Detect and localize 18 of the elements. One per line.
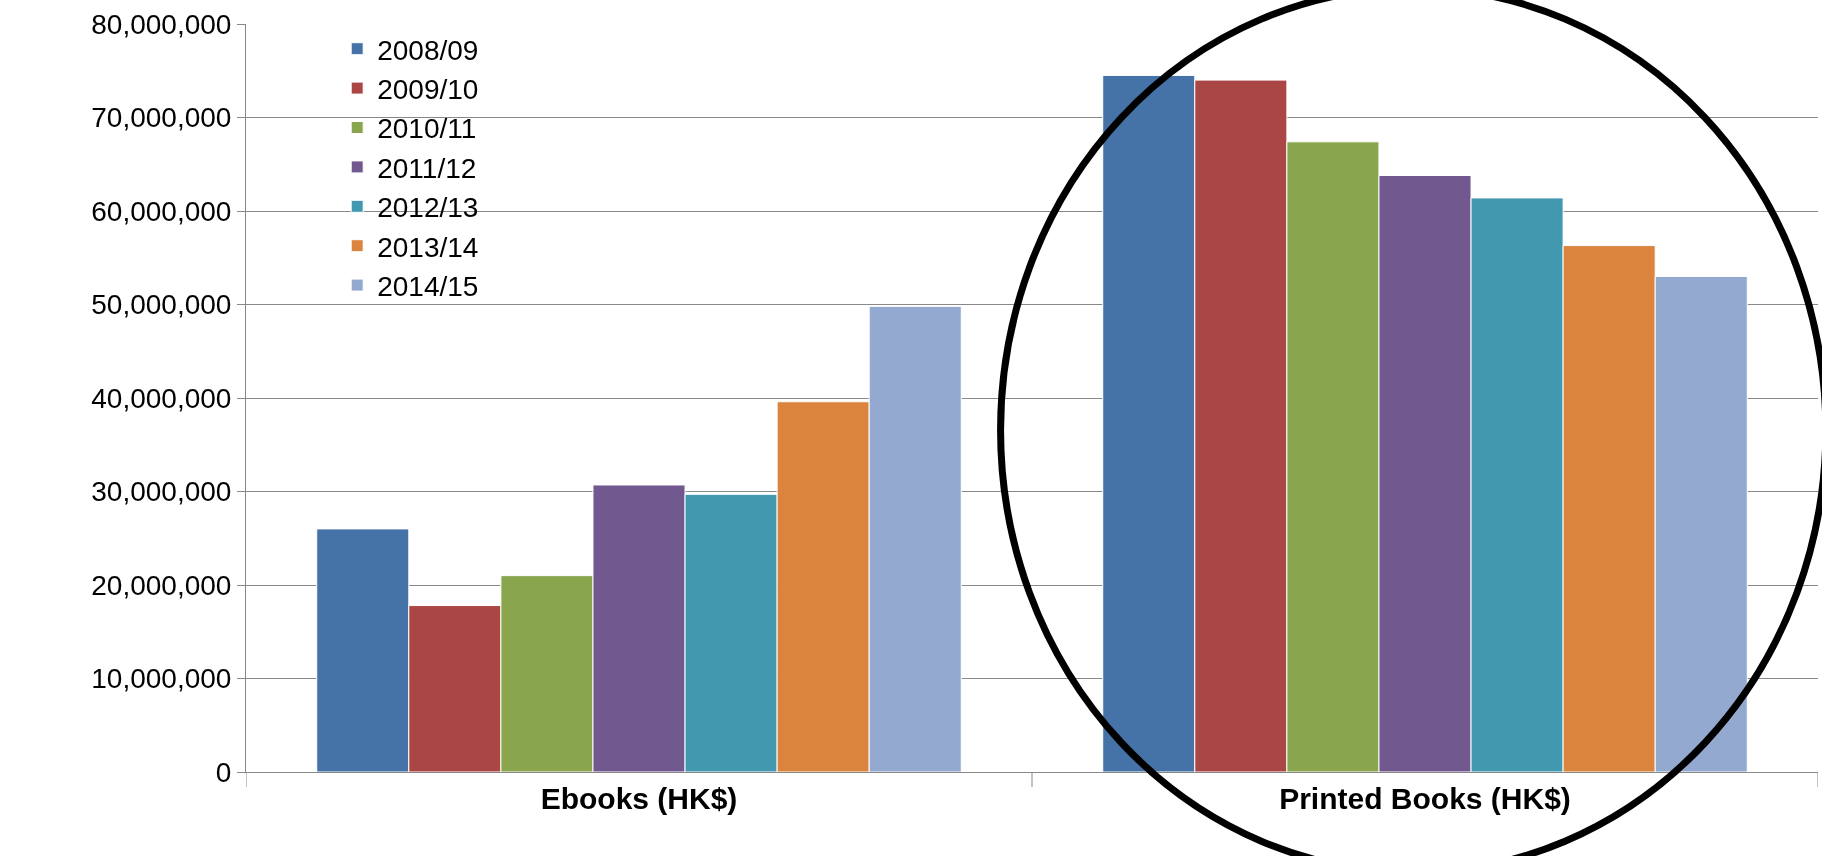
legend-label: 2009/10 [377,74,479,106]
legend-label: 2010/11 [377,113,477,145]
legend-label: 2012/13 [377,192,479,224]
y-tick-label: 40,000,000 [91,382,232,414]
y-tick-label: 30,000,000 [91,476,232,508]
y-tick-label: 80,000,000 [91,8,232,40]
legend-label: 2011/12 [377,152,477,184]
y-tick-label: 60,000,000 [91,195,232,227]
y-tick-label: 10,000,000 [91,663,232,695]
y-tick-label: 20,000,000 [91,569,232,601]
x-tick-label: Printed Books (HK$) [1279,782,1571,815]
y-tick-label: 50,000,000 [91,289,232,321]
y-tick-label: 0 [215,756,232,788]
x-tick-label: Ebooks (HK$) [540,782,738,815]
legend-label: 2013/14 [377,231,479,263]
legend-label: 2014/15 [377,271,479,303]
legend-label: 2008/09 [377,34,479,66]
y-tick-label: 70,000,000 [91,102,232,134]
